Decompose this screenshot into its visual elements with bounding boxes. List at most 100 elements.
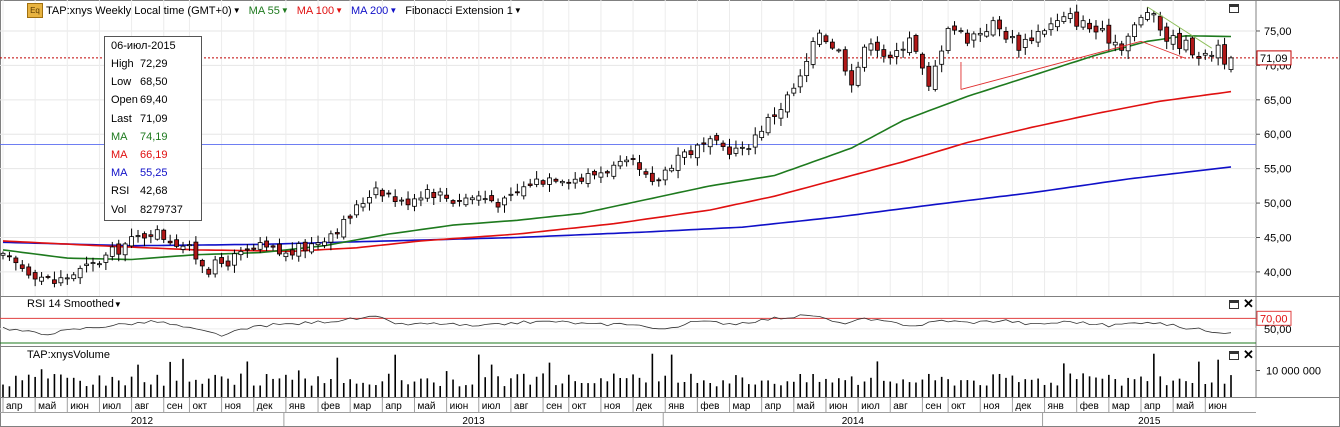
candle-body [1215, 44, 1221, 59]
candle [682, 149, 687, 165]
candle [553, 177, 559, 184]
candle [598, 166, 604, 183]
ma200-label[interactable]: MA 200 [351, 4, 389, 17]
maximize-panel-icon[interactable] [1229, 300, 1239, 309]
candle [52, 271, 57, 288]
candle-body [1080, 20, 1086, 28]
candle-body [26, 266, 32, 276]
x-tick-label: сен [167, 401, 183, 412]
rsi-tick-label: 50,00 [1264, 324, 1292, 336]
candle-body [900, 48, 906, 51]
candle [315, 235, 321, 250]
candle-body [791, 87, 797, 94]
candle-body [1093, 25, 1099, 33]
candle [1061, 11, 1067, 24]
x-tick-label: дек [1015, 401, 1031, 412]
candle [508, 187, 514, 202]
candle-body [932, 65, 938, 90]
candle-body [206, 268, 212, 275]
candle [701, 137, 707, 153]
candle [244, 244, 250, 258]
equity-icon[interactable]: Eq [27, 3, 43, 18]
candle-body [90, 262, 96, 264]
close-icon[interactable]: ✕ [1243, 296, 1254, 311]
x-tick-label: авг [893, 401, 908, 412]
maximize-panel-icon[interactable] [1229, 351, 1239, 360]
candle-body [103, 254, 109, 263]
rsi-panel-header: RSI 14 Smoothed ▼ [27, 298, 122, 310]
candle-body [714, 135, 720, 141]
year-label: 2013 [462, 416, 485, 427]
ma55-label[interactable]: MA 55 [248, 4, 280, 17]
info-value: 42,68 [140, 185, 168, 198]
candle [784, 91, 790, 118]
info-row: Open 69,40 [111, 94, 168, 106]
candle-body [778, 109, 784, 119]
y-tick-label: 40,00 [1264, 267, 1292, 279]
candle-body [1222, 44, 1227, 65]
info-value: 68,50 [140, 76, 168, 89]
candle [1048, 17, 1054, 36]
candle-body [508, 193, 514, 196]
chevron-down-icon[interactable]: ▼ [113, 299, 122, 309]
chevron-down-icon[interactable]: ▼ [232, 6, 241, 15]
candle-body [849, 70, 855, 86]
candle [997, 16, 1002, 37]
candle [84, 256, 89, 273]
close-icon[interactable]: ✕ [1243, 347, 1254, 362]
chevron-down-icon[interactable]: ▼ [335, 6, 343, 15]
candle [842, 46, 848, 76]
candle [322, 237, 327, 249]
candle [649, 166, 655, 186]
candle-body [534, 178, 540, 185]
data-info-box: 06-июл-2015 High 72,29 Low 68,50 Open 69,40 La… [104, 36, 202, 221]
candle-body [199, 259, 205, 267]
info-row: RSI 42,68 [111, 185, 168, 197]
candle [900, 41, 906, 58]
candle-body [289, 249, 295, 256]
candle [572, 172, 578, 189]
info-row: High 72,29 [111, 58, 168, 70]
candle [122, 242, 128, 262]
candle-body [1042, 30, 1047, 35]
candle-body [977, 32, 983, 36]
candle-body [521, 186, 527, 197]
volume-panel-header: TAP:xnysVolume [27, 349, 110, 361]
candle-body [643, 171, 649, 175]
x-tick-label: янв [289, 401, 305, 412]
candle [1190, 35, 1195, 59]
candle-body [894, 50, 900, 57]
candle-body [688, 150, 694, 155]
maximize-panel-icon[interactable] [1229, 4, 1239, 13]
candle-body [855, 66, 861, 86]
candle [739, 141, 745, 156]
candle-body [997, 19, 1002, 30]
candle [971, 31, 977, 48]
fibonacci-label[interactable]: Fibonacci Extension 1 [405, 4, 513, 17]
x-tick-label: июл [482, 401, 501, 412]
chevron-down-icon[interactable]: ▼ [389, 6, 398, 15]
candle-body [727, 146, 732, 155]
candle [1106, 18, 1112, 52]
candle-body [142, 233, 147, 239]
candle-body [952, 25, 957, 31]
candle-body [772, 114, 777, 117]
candle [444, 187, 450, 202]
chevron-down-icon[interactable]: ▼ [280, 6, 289, 15]
chevron-down-icon[interactable]: ▼ [513, 6, 522, 15]
ma100-label[interactable]: MA 100 [296, 4, 335, 17]
candle [720, 140, 726, 151]
candle-body [1100, 28, 1105, 31]
candle [1183, 35, 1189, 53]
candle-body [32, 272, 38, 280]
candle [1202, 49, 1208, 60]
candle [604, 169, 610, 178]
candle-body [759, 130, 765, 138]
candle [1087, 18, 1092, 33]
candle-body [990, 20, 996, 36]
candle-body [161, 229, 167, 240]
candle-body [482, 198, 488, 201]
info-row: Low 68,50 [111, 76, 168, 88]
candle [174, 234, 179, 249]
candle [939, 45, 945, 73]
